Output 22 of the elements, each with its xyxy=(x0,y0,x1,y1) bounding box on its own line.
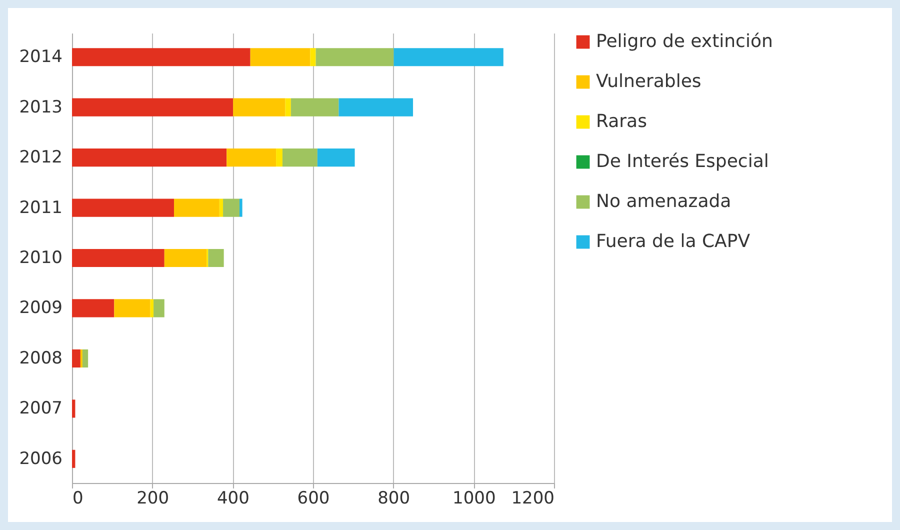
y-tick-label: 2009 xyxy=(19,298,62,318)
x-tick-label: 400 xyxy=(216,488,250,508)
x-tick-label: 800 xyxy=(378,488,410,508)
legend-label: Raras xyxy=(596,111,647,132)
x-tick-label: 1000 xyxy=(452,488,496,508)
x-tick-label: 1200 xyxy=(511,488,554,508)
legend-label: Vulnerables xyxy=(596,71,702,92)
legend-label: Peligro de extinción xyxy=(596,31,773,52)
x-tick-label: 200 xyxy=(136,488,170,508)
x-tick-label: 600 xyxy=(297,488,330,508)
y-tick-label: 2014 xyxy=(19,47,62,68)
y-tick-label: 2013 xyxy=(19,97,62,118)
y-tick-label: 2012 xyxy=(19,148,62,168)
y-tick-label: 2010 xyxy=(19,248,62,268)
legend-label: No amenazada xyxy=(596,191,732,212)
x-tick-label: 0 xyxy=(72,488,84,508)
legend-label: De Interés Especial xyxy=(596,151,769,172)
legend-label: Fuera de la CAPV xyxy=(596,231,751,252)
y-tick-label: 2007 xyxy=(19,398,62,419)
y-tick-label: 2006 xyxy=(19,448,62,469)
y-tick-label: 2011 xyxy=(19,198,62,218)
y-tick-label: 2008 xyxy=(19,348,62,368)
